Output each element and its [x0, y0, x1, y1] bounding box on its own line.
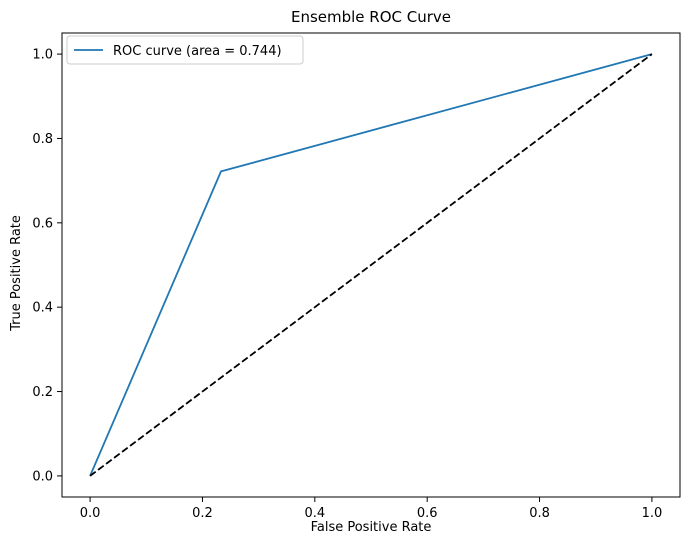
y-tick-label: 0.6: [32, 216, 53, 231]
x-tick-label: 0.0: [80, 506, 101, 521]
axis-ticks: 0.0 0.2 0.4 0.6 0.8 1.0 0.0 0.2 0.4 0.6 0.8 1.0: [32, 48, 662, 521]
legend-entry: ROC curve (area = 0.744): [113, 44, 282, 59]
y-tick-label: 0.0: [32, 469, 53, 484]
y-tick-label: 0.2: [32, 385, 53, 400]
x-axis-label: False Positive Rate: [311, 520, 432, 535]
y-tick-label: 0.4: [32, 301, 53, 316]
legend-frame: [66, 35, 304, 65]
chance-diagonal-line: [89, 53, 653, 477]
x-tick-label: 1.0: [642, 506, 663, 521]
chart-title: Ensemble ROC Curve: [291, 8, 451, 26]
x-tick-label: 0.4: [304, 506, 325, 521]
x-tick-label: 0.8: [529, 506, 550, 521]
x-tick-label: 0.2: [192, 506, 213, 521]
x-tick-label: 0.6: [417, 506, 438, 521]
axes-frame: [61, 32, 681, 498]
y-tick-label: 1.0: [32, 48, 53, 63]
legend: ROC curve (area = 0.744): [66, 35, 304, 65]
roc-curve-line: [89, 53, 653, 477]
plot-area: [61, 32, 681, 498]
y-axis-label: True Positive Rate: [9, 215, 24, 332]
y-tick-label: 0.8: [32, 132, 53, 147]
